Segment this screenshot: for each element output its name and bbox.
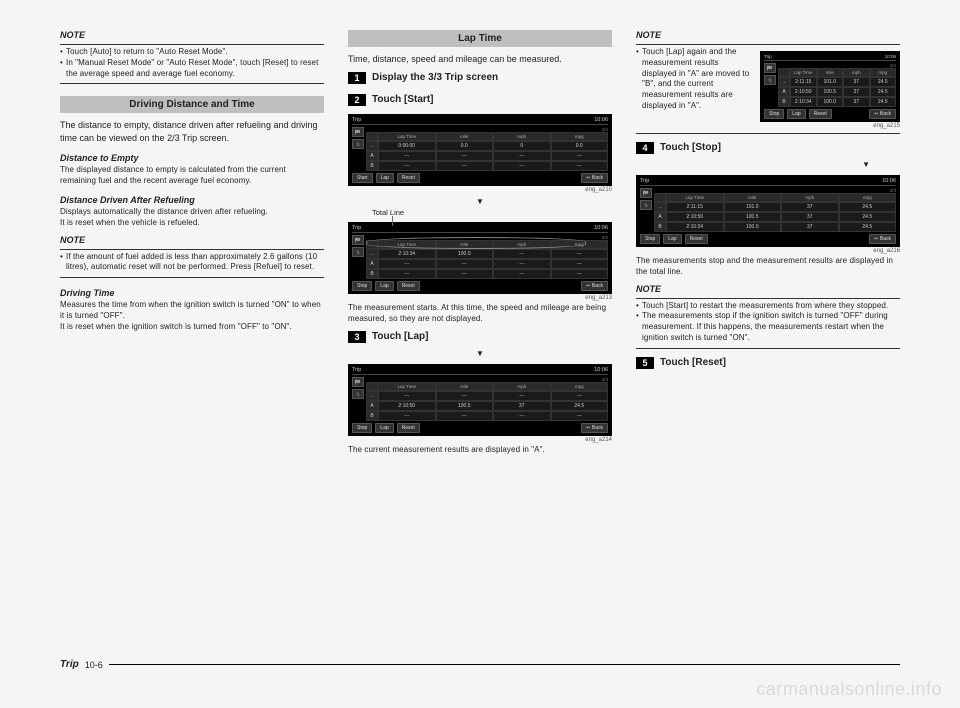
image-id: eng_a214 xyxy=(348,437,612,443)
down-arrow-icon: ▼ xyxy=(636,160,870,169)
footer-page-number: 10-6 xyxy=(85,660,103,670)
step: 1 Display the 3/3 Trip screen xyxy=(348,72,612,84)
watermark: carmanualsonline.info xyxy=(756,679,942,700)
body-text: The distance to empty, distance driven a… xyxy=(60,119,324,145)
image-id: eng_a213 xyxy=(348,295,612,301)
screenshot: Trip10:06🏁⇅3/3Lap Timemilemphmpg→-------… xyxy=(348,364,612,443)
down-arrow-icon: ▼ xyxy=(348,349,612,358)
screenshot: Trip10:06🏁⇅3/3Lap Timemilemphmpg→0:00:00… xyxy=(348,114,612,193)
step-text: Touch [Stop] xyxy=(660,142,721,153)
column-1: NOTE •Touch [Auto] to return to "Auto Re… xyxy=(60,30,324,630)
step: 3 Touch [Lap] xyxy=(348,331,612,343)
step-number-icon: 2 xyxy=(348,94,366,106)
annotation-label: Total Line xyxy=(372,208,612,217)
section-heading: Driving Distance and Time xyxy=(60,96,324,113)
screenshot: Trip10:06🏁⇅3/3Lap Timemilemphmpg→2:11:15… xyxy=(636,175,900,254)
body-text: It is reset when the vehicle is refueled… xyxy=(60,218,324,229)
image-id: eng_a210 xyxy=(348,187,612,193)
note-header: NOTE xyxy=(636,30,900,40)
screenshot: Trip10:06🏁⇅3/3Lap Timemilemphmpg→2:11:15… xyxy=(760,51,900,129)
sub-heading: Driving Time xyxy=(60,288,324,298)
body-text: Displays automatically the distance driv… xyxy=(60,207,324,218)
step: 2 Touch [Start] xyxy=(348,94,612,106)
screenshot: Trip10:06🏁⇅3/3Lap Timemilemphmpg→2:10:34… xyxy=(348,222,612,301)
image-id: eng_a216 xyxy=(636,248,900,254)
step-text: Touch [Start] xyxy=(372,94,433,105)
note-bullet: •If the amount of fuel added is less tha… xyxy=(60,252,324,274)
section-heading: Lap Time xyxy=(348,30,612,47)
body-text: The measurement starts. At this time, th… xyxy=(348,303,612,325)
step-number-icon: 4 xyxy=(636,142,654,154)
body-text: The measurements stop and the measuremen… xyxy=(636,256,900,278)
step: 4 Touch [Stop] xyxy=(636,142,900,154)
page-footer: Trip 10-6 xyxy=(60,659,900,670)
column-2: Lap Time Time, distance, speed and milea… xyxy=(348,30,612,630)
note-header: NOTE xyxy=(636,284,900,294)
note-header: NOTE xyxy=(60,235,324,245)
footer-section-label: Trip xyxy=(60,659,79,670)
sub-heading: Distance Driven After Refueling xyxy=(60,195,324,205)
body-text: It is reset when the ignition switch is … xyxy=(60,322,324,333)
sub-heading: Distance to Empty xyxy=(60,153,324,163)
body-text: The displayed distance to empty is calcu… xyxy=(60,165,324,187)
body-text: The current measurement results are disp… xyxy=(348,445,612,456)
body-text: Measures the time from when the ignition… xyxy=(60,300,324,322)
column-3: NOTE •Touch [Lap] again and the measurem… xyxy=(636,30,900,630)
step-text: Display the 3/3 Trip screen xyxy=(372,72,498,83)
step-number-icon: 1 xyxy=(348,72,366,84)
image-id: eng_a215 xyxy=(760,123,900,129)
note-bullet: •In "Manual Reset Mode" or "Auto Reset M… xyxy=(60,58,324,80)
step-number-icon: 5 xyxy=(636,357,654,369)
step-text: Touch [Reset] xyxy=(660,357,726,368)
note-header: NOTE xyxy=(60,30,324,40)
step-number-icon: 3 xyxy=(348,331,366,343)
step-text: Touch [Lap] xyxy=(372,331,428,342)
note-bullet: •Touch [Start] to restart the measuremen… xyxy=(636,301,900,312)
note-bullet: •The measurements stop if the ignition s… xyxy=(636,311,900,343)
body-text: Time, distance, speed and mileage can be… xyxy=(348,53,612,66)
note-bullet: •Touch [Lap] again and the measurement r… xyxy=(636,47,754,112)
step: 5 Touch [Reset] xyxy=(636,357,900,369)
down-arrow-icon: ▼ xyxy=(348,197,612,206)
note-bullet: •Touch [Auto] to return to "Auto Reset M… xyxy=(60,47,324,58)
